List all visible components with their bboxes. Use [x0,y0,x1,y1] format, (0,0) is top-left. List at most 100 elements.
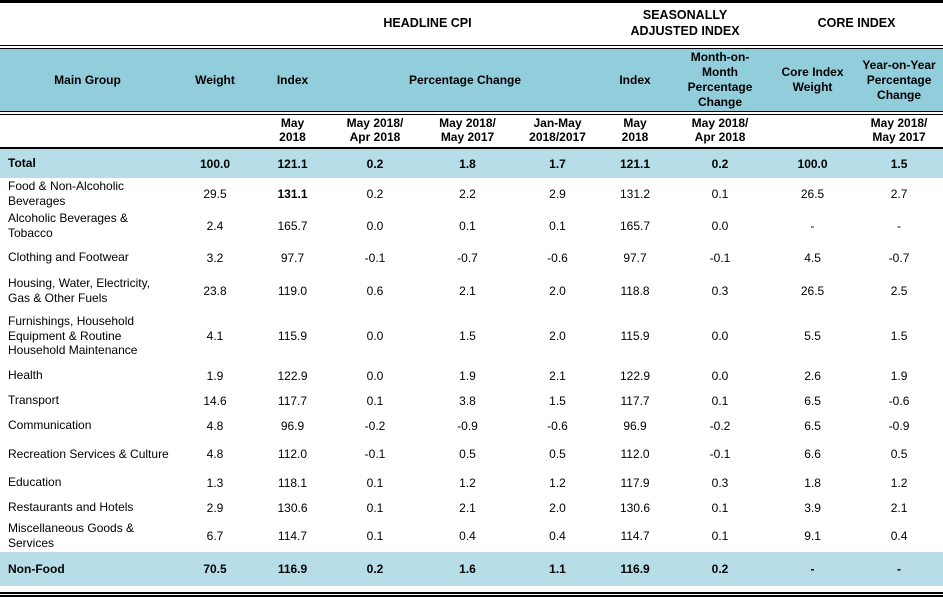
cell-main-group: Education [0,470,175,495]
cell-main-group: Miscellaneous Goods & Services [0,520,175,552]
cell-main-group: Restaurants and Hotels [0,495,175,520]
cell-main-group: Alcoholic Beverages & Tobacco [0,210,175,242]
cell-index: 115.9 [255,309,330,363]
cell-pct-mom: 0.0 [330,309,420,363]
col-header-percentage-change: Percentage Change [330,45,601,115]
table-row: Furnishings, Household Equipment & Routi… [0,309,943,363]
cell-index: 121.1 [255,148,330,178]
cell-pct-mom: 0.0 [330,363,420,388]
cell-sa-index: 117.7 [600,388,671,413]
col-header-sa-index: Index [600,45,671,115]
cell-pct-mom: 0.2 [330,552,420,586]
cell-core-yoy: 0.5 [855,438,943,470]
cell-pct-yoy: 0.5 [420,438,515,470]
period-mom: May 2018/ Apr 2018 [330,113,420,149]
cell-pct-yoy: 1.8 [420,148,515,178]
cell-pct-yoy: 1.5 [420,309,515,363]
cell-core-yoy: -0.9 [855,413,943,438]
cell-pct-janmay: 2.0 [515,495,601,520]
period-sa-mom: May 2018/ Apr 2018 [670,113,771,149]
period-core-blank [770,113,856,149]
cell-weight: 23.8 [175,273,255,309]
period-yoy: May 2018/ May 2017 [420,113,515,149]
cell-pct-yoy: 0.4 [420,520,515,552]
column-header-row: Main Group Weight Index Percentage Chang… [0,45,943,115]
cell-sa-index: 165.7 [600,210,671,242]
col-header-core-weight: Core Index Weight [770,45,856,115]
cell-sa-index: 97.7 [600,242,671,273]
cell-core-yoy: 2.5 [855,273,943,309]
cell-sa-index: 117.9 [600,470,671,495]
cell-index: 131.1 [255,178,330,210]
cell-sa-index: 118.8 [600,273,671,309]
period-jan-may: Jan-May 2018/2017 [515,113,601,149]
cell-sa-index: 112.0 [600,438,671,470]
cell-sa-mom: 0.1 [670,520,771,552]
cell-index: 97.7 [255,242,330,273]
bottom-rule [0,586,943,597]
cell-sa-mom: -0.1 [670,438,771,470]
cell-core-yoy: -0.6 [855,388,943,413]
cell-pct-mom: 0.2 [330,178,420,210]
cell-weight: 1.9 [175,363,255,388]
cell-index: 122.9 [255,363,330,388]
cell-pct-janmay: 1.2 [515,470,601,495]
cell-pct-mom: -0.2 [330,413,420,438]
cell-core-weight: - [770,210,856,242]
cell-weight: 1.3 [175,470,255,495]
cell-index: 114.7 [255,520,330,552]
cell-weight: 100.0 [175,148,255,178]
table-row: Non-Food 70.5 116.9 0.2 1.6 1.1 116.9 0.2- - [0,552,943,586]
cell-main-group: Total [0,148,175,178]
period-blank-main-group [0,113,175,149]
cell-sa-index: 96.9 [600,413,671,438]
period-header-row: May 2018 May 2018/ Apr 2018 May 2018/ Ma… [0,113,943,149]
cell-main-group: Non-Food [0,552,175,586]
table-row: Alcoholic Beverages & Tobacco 2.4 165.7 0.0… [0,210,943,242]
cell-sa-index: 116.9 [600,552,671,586]
cell-sa-mom: 0.1 [670,178,771,210]
cell-index: 112.0 [255,438,330,470]
cell-index: 116.9 [255,552,330,586]
cell-core-weight: 4.5 [770,242,856,273]
table-row: Miscellaneous Goods & Services 6.7 114.7 0.… [0,520,943,552]
cell-sa-index: 114.7 [600,520,671,552]
cell-core-weight: 2.6 [770,363,856,388]
bottom-rule-line [0,586,943,597]
cell-sa-index: 121.1 [600,148,671,178]
cell-core-weight: 26.5 [770,178,856,210]
cell-pct-janmay: 0.5 [515,438,601,470]
col-header-weight: Weight [175,45,255,115]
cell-core-weight: 100.0 [770,148,856,178]
cell-core-weight: 6.5 [770,388,856,413]
table-row: Communication 4.8 96.9 -0.2 -0.9 -0.6 96.9 -0.2… [0,413,943,438]
cell-pct-yoy: 2.1 [420,273,515,309]
cell-weight: 3.2 [175,242,255,273]
section-title-row: HEADLINE CPI SEASONALLY ADJUSTED INDEX C… [0,1,943,47]
cell-weight: 4.8 [175,438,255,470]
period-sa-index: May 2018 [600,113,671,149]
cell-weight: 29.5 [175,178,255,210]
cell-index: 119.0 [255,273,330,309]
cell-pct-yoy: 3.8 [420,388,515,413]
cell-core-yoy: -0.7 [855,242,943,273]
cell-pct-mom: 0.2 [330,148,420,178]
cell-core-yoy: 2.1 [855,495,943,520]
cell-index: 117.7 [255,388,330,413]
cell-pct-mom: 0.0 [330,210,420,242]
cell-pct-mom: 0.1 [330,388,420,413]
col-header-mom-pct: Month-on-Month Percentage Change [670,45,771,115]
cell-pct-yoy: 0.1 [420,210,515,242]
table-row: Food & Non-Alcoholic Beverages 29.5 131.1 0… [0,178,943,210]
section-title-seasonally-adjusted: SEASONALLY ADJUSTED INDEX [600,1,771,47]
cell-pct-janmay: 2.9 [515,178,601,210]
cell-pct-mom: 0.1 [330,470,420,495]
table-row: Housing, Water, Electricity, Gas & Other… [0,273,943,309]
section-title-headline-cpi: HEADLINE CPI [255,1,601,47]
cell-core-yoy: 1.2 [855,470,943,495]
cell-pct-yoy: -0.7 [420,242,515,273]
cell-main-group: Communication [0,413,175,438]
cell-index: 165.7 [255,210,330,242]
cell-pct-yoy: 1.9 [420,363,515,388]
